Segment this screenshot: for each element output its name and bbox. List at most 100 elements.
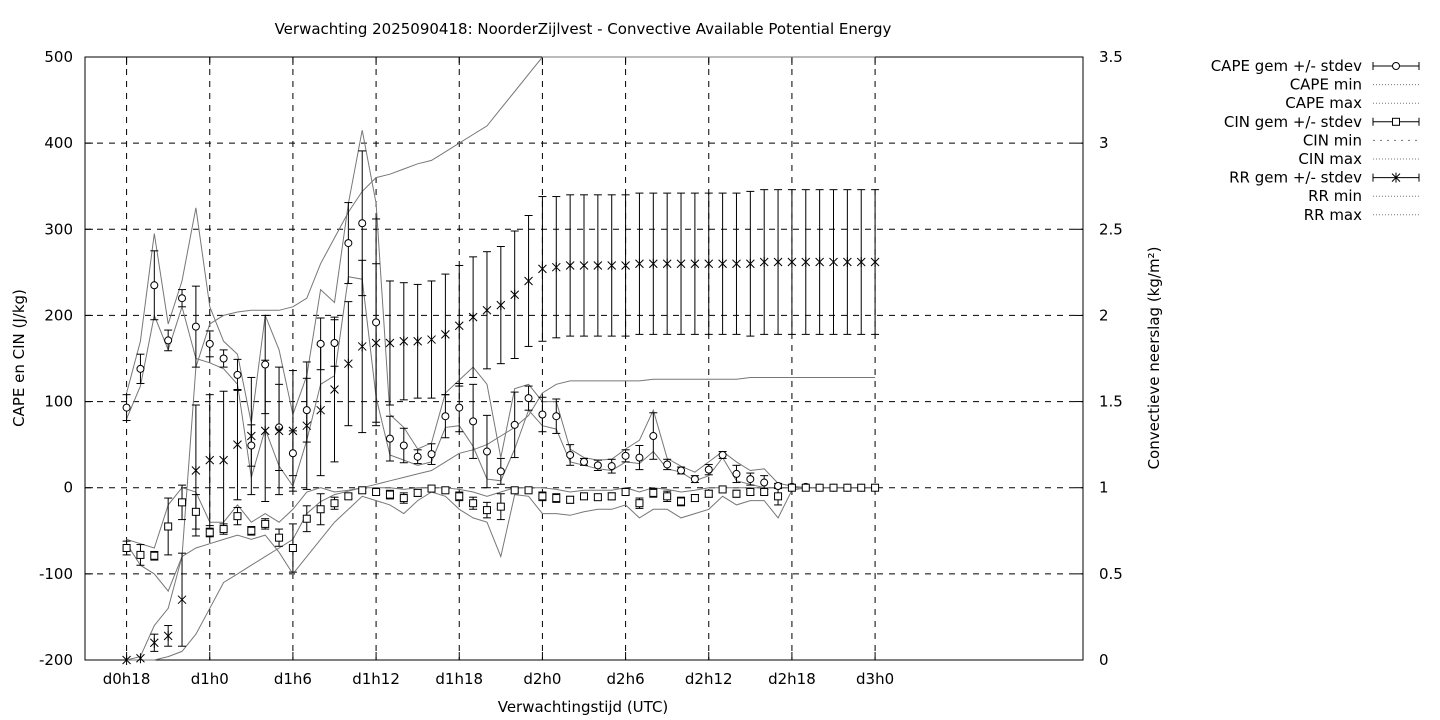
legend-label: RR max — [1304, 206, 1362, 224]
cape-point — [593, 461, 602, 470]
rr-point — [759, 257, 769, 268]
rr-point — [413, 336, 423, 347]
cin-point — [829, 483, 838, 492]
rr-point — [787, 257, 797, 268]
cin-point — [815, 483, 824, 492]
cape-point — [580, 457, 588, 466]
cape-point — [524, 394, 533, 403]
cin-point — [746, 488, 755, 497]
y2-tick-label: 2.5 — [1099, 220, 1123, 238]
y-tick-label: -200 — [39, 651, 73, 669]
legend-label: CAPE gem +/- stdev — [1211, 57, 1362, 75]
rr-point — [371, 337, 381, 348]
cin-point — [219, 525, 228, 534]
rr-point — [260, 425, 270, 436]
y2-tick-label: 1 — [1099, 479, 1109, 497]
cape-point — [718, 450, 727, 459]
rr-point — [496, 300, 506, 311]
cin-point — [552, 494, 561, 503]
rr-point — [163, 630, 173, 641]
cin-point — [677, 497, 686, 506]
cape-point — [247, 441, 256, 450]
cin-point — [261, 519, 270, 528]
x-tick-label: d1h6 — [274, 670, 312, 688]
y2-tick-label: 3.5 — [1099, 48, 1123, 66]
data-markers — [122, 219, 880, 665]
cape-point — [178, 294, 187, 303]
cape-point — [538, 410, 547, 419]
x-axis-label: Verwachtingstijd (UTC) — [498, 698, 669, 716]
x-tick-label: d3h0 — [856, 670, 894, 688]
cin-point — [427, 484, 436, 493]
rr-point — [302, 420, 312, 431]
rr-point — [593, 260, 603, 271]
rr-maxline — [126, 56, 876, 661]
cape-point — [635, 453, 644, 462]
y2-tick-label: 0 — [1099, 651, 1109, 669]
cape-point — [413, 452, 422, 461]
cin-point — [191, 507, 200, 516]
rr-point — [565, 260, 575, 271]
rr-point — [177, 594, 187, 605]
rr-point — [579, 260, 589, 271]
y2-axis-label: Convectieve neerslag (kg/m²) — [1145, 247, 1163, 470]
rr-point — [357, 341, 367, 352]
cin-point — [330, 499, 339, 508]
rr-point — [149, 637, 159, 648]
grid-lines — [85, 57, 1083, 660]
rr-point — [801, 257, 811, 268]
rr-point — [454, 320, 464, 331]
y2-tick-label: 1.5 — [1099, 393, 1123, 411]
cin-point — [663, 492, 672, 501]
cin-point — [455, 492, 464, 501]
cape-point — [469, 417, 478, 426]
rr-point — [344, 358, 353, 369]
rr-point — [870, 257, 880, 268]
cin-point — [178, 498, 187, 507]
rr-point — [676, 258, 686, 269]
cape-point — [150, 281, 159, 290]
rr-point — [219, 455, 228, 466]
cape-point — [496, 467, 505, 476]
cape-point — [455, 403, 464, 412]
rr-point — [233, 439, 242, 450]
legend-marker — [1391, 172, 1401, 183]
cape-point — [302, 406, 311, 415]
cin-point — [247, 526, 256, 535]
cin-point — [621, 488, 630, 497]
x-tick-label: d2h0 — [523, 670, 561, 688]
cape-point — [330, 338, 339, 347]
x-tick-label: d0h18 — [103, 670, 151, 688]
cin-point — [801, 483, 810, 492]
x-tick-label: d1h0 — [191, 670, 229, 688]
cin-point — [704, 489, 713, 498]
rr-point — [745, 258, 755, 269]
rr-point — [648, 258, 658, 269]
cape-point — [164, 336, 173, 345]
cin-point — [774, 492, 783, 501]
cin-point — [385, 490, 394, 499]
cin-point — [649, 488, 658, 497]
rr-point — [205, 455, 215, 466]
cape-point — [677, 466, 686, 475]
legend-label: CIN min — [1303, 131, 1362, 149]
cin-point — [122, 544, 131, 553]
axes: d0h18 d1h0 d1h6 d1h12 d1h18 d2h0 d2h6 d2h12 d2h1… — [39, 48, 1123, 688]
legend-label: CAPE min — [1290, 76, 1362, 94]
rr-point — [122, 655, 131, 665]
cin-point — [538, 492, 547, 501]
rr-point — [399, 336, 409, 347]
cin-point — [288, 544, 297, 553]
rr-point — [316, 405, 325, 416]
cin-point — [302, 514, 311, 523]
legend-label: CIN gem +/- stdev — [1224, 113, 1362, 131]
rr-point — [621, 260, 630, 271]
cape-point — [191, 322, 200, 331]
cin-point — [496, 502, 505, 511]
rr-point — [829, 257, 838, 268]
y-axis-label: CAPE en CIN (J/kg) — [10, 289, 28, 427]
rr-point — [732, 258, 741, 269]
rr-point — [288, 425, 298, 436]
